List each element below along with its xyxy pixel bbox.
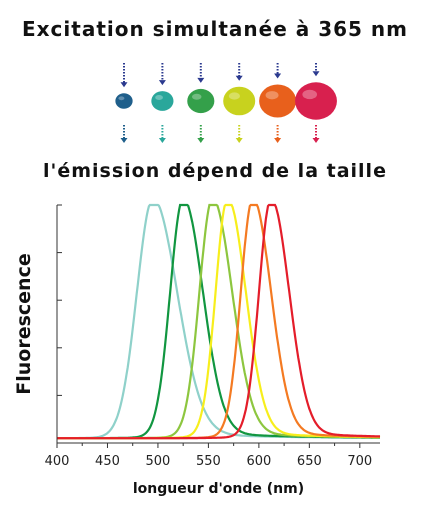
excitation-arrowhead <box>312 71 320 77</box>
series-line <box>57 203 380 440</box>
x-tick-label: 550 <box>196 454 221 469</box>
x-tick-label: 600 <box>246 454 271 469</box>
y-ticks <box>57 204 62 444</box>
quantum-dot <box>115 63 133 143</box>
emission-arrowhead <box>235 138 243 143</box>
dot-body <box>115 93 133 109</box>
dot-highlight <box>118 96 125 101</box>
quantum-dot <box>223 63 256 143</box>
dot-highlight <box>265 91 279 100</box>
x-tick-label: 400 <box>45 454 70 469</box>
emission-arrowhead <box>158 138 166 143</box>
quantum-dot <box>151 63 174 143</box>
emission-arrowhead <box>120 138 128 143</box>
dot-highlight <box>302 89 318 100</box>
excitation-arrowhead <box>197 77 205 83</box>
dot-body <box>223 86 256 116</box>
quantum-dots-illustration <box>115 63 337 143</box>
y-axis-label: Fluorescence <box>13 253 35 394</box>
series-line <box>57 203 380 440</box>
emission-arrowhead <box>312 138 320 143</box>
quantum-dot <box>259 63 297 143</box>
dot-highlight <box>155 95 163 101</box>
dot-body <box>259 84 297 118</box>
x-tick-label: 650 <box>297 454 322 469</box>
emission-chart: 400 450 500 550 600 650 700 longueur d'onde (n… <box>13 203 381 497</box>
dot-highlight <box>228 92 241 100</box>
x-tick-label: 450 <box>95 454 120 469</box>
x-axis-label: longueur d'onde (nm) <box>133 481 304 497</box>
dot-body <box>151 91 174 111</box>
series-line <box>57 203 380 440</box>
dot-body <box>295 82 337 120</box>
series-lines <box>57 203 381 440</box>
quantum-dot <box>187 63 215 143</box>
series-line <box>57 203 381 440</box>
chart-subtitle: l'émission dépend de la taille <box>43 160 387 182</box>
series-line <box>57 203 380 440</box>
x-tick-label: 500 <box>146 454 171 469</box>
dot-highlight <box>191 93 202 100</box>
x-ticks: 400 450 500 550 600 650 700 <box>45 443 372 469</box>
emission-arrowhead <box>274 138 282 143</box>
x-tick-label: 700 <box>347 454 372 469</box>
excitation-arrowhead <box>235 75 243 81</box>
dot-body <box>187 88 215 114</box>
excitation-arrowhead <box>274 73 282 79</box>
series-line <box>57 203 381 440</box>
chart-title: Excitation simultanée à 365 nm <box>21 17 408 41</box>
quantum-dot <box>295 63 337 143</box>
emission-arrowhead <box>197 138 205 143</box>
excitation-arrowhead <box>158 80 166 86</box>
excitation-arrowhead <box>120 82 128 88</box>
